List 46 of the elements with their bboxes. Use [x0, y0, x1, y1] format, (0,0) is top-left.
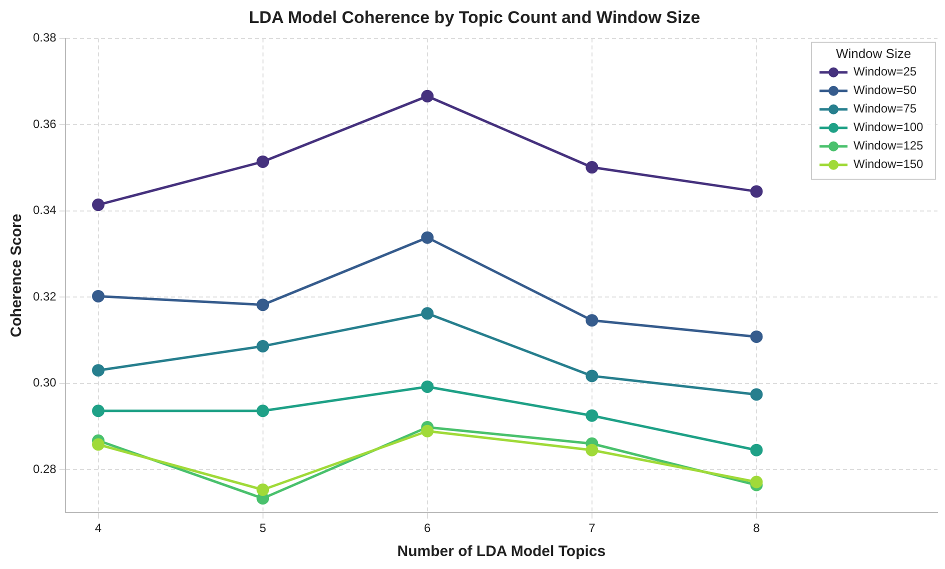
point [256, 404, 270, 418]
y-tick-label: 0.32 [32, 289, 57, 304]
legend-label: Window=25 [854, 64, 917, 79]
point [586, 370, 598, 382]
chart-title: LDA Model Coherence by Topic Count and Window Size [248, 8, 700, 27]
point [421, 307, 434, 320]
point [586, 444, 598, 456]
x-tick-label: 7 [588, 521, 596, 536]
legend-title: Window Size [836, 46, 912, 61]
point [421, 424, 434, 438]
point [586, 314, 598, 327]
point [750, 444, 763, 456]
point [750, 330, 763, 343]
point [750, 388, 763, 401]
point [256, 340, 270, 352]
point [256, 484, 270, 496]
legend-label: Window=125 [854, 138, 924, 153]
point [750, 476, 763, 488]
y-tick-label: 0.34 [32, 203, 57, 218]
y-axis-title: Coherence Score [8, 214, 26, 338]
y-tick-label: 0.36 [32, 116, 57, 131]
y-tick-label: 0.38 [32, 30, 57, 45]
point [421, 380, 434, 393]
point [92, 290, 105, 302]
point [421, 231, 434, 244]
point [256, 298, 270, 312]
point [586, 161, 598, 174]
point [586, 409, 598, 422]
point [92, 438, 105, 451]
legend-label: Window=75 [854, 102, 917, 116]
point [92, 364, 105, 377]
point [421, 90, 434, 102]
y-tick-label: 0.28 [32, 462, 57, 476]
point [92, 198, 105, 212]
x-axis-title: Number of LDA Model Topics [397, 543, 606, 560]
x-tick-label: 5 [259, 521, 266, 536]
point [750, 185, 763, 198]
y-tick-label: 0.30 [32, 376, 57, 390]
x-tick-label: 8 [753, 521, 760, 536]
legend-label: Window=150 [854, 157, 924, 172]
legend-label: Window=100 [854, 120, 924, 134]
legend-label: Window=50 [854, 83, 917, 98]
x-tick-label: 4 [94, 521, 102, 536]
x-tick-label: 6 [424, 521, 432, 536]
point [256, 155, 270, 168]
point [92, 404, 105, 418]
